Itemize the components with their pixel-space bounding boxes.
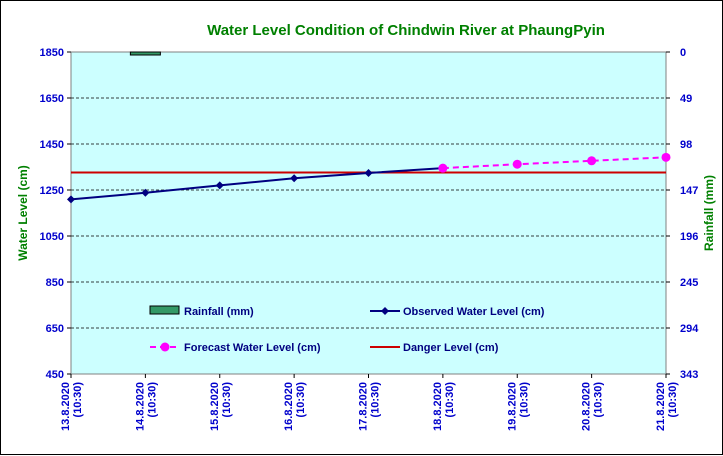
legend-marker-observed bbox=[381, 307, 389, 315]
legend: Rainfall (mm) Observed Water Level (cm) Fo… bbox=[149, 305, 545, 354]
y2-tick-label: 0 bbox=[680, 47, 686, 59]
y2-tick-label: 343 bbox=[680, 369, 698, 381]
x-tick-label: 18.8.2020(10:30) bbox=[432, 382, 456, 431]
observed-point bbox=[215, 181, 224, 190]
plot-area: 450 650 850 1050 1250 1450 1650 1850 0 49 98 147 196… bbox=[40, 47, 700, 431]
legend-label: Forecast Water Level (cm) bbox=[184, 342, 321, 354]
x-tick-label: 13.8.2020(10:30) bbox=[60, 382, 84, 431]
forecast-point bbox=[661, 152, 671, 162]
y-tick-label: 850 bbox=[46, 277, 64, 289]
forecast-point bbox=[512, 159, 522, 169]
legend-marker-forecast bbox=[160, 342, 170, 352]
rainfall-bar bbox=[129, 51, 161, 56]
y2-tick-label: 49 bbox=[680, 93, 692, 105]
y2-tick-label: 98 bbox=[680, 139, 692, 151]
y2-tick-label: 196 bbox=[680, 231, 698, 243]
forecast-point bbox=[438, 163, 448, 173]
x-tick-label: 16.8.2020(10:30) bbox=[283, 382, 307, 431]
x-tick-label: 15.8.2020(10:30) bbox=[209, 382, 233, 431]
y2-tick-label: 147 bbox=[680, 185, 698, 197]
y-tick-label: 1250 bbox=[40, 185, 64, 197]
x-tick-label: 21.8.2020(10:30) bbox=[655, 382, 679, 431]
x-tick-label: 20.8.2020(10:30) bbox=[581, 382, 605, 431]
legend-label: Danger Level (cm) bbox=[403, 342, 499, 354]
y-tick-label: 650 bbox=[46, 323, 64, 335]
y-tick-label: 450 bbox=[46, 369, 64, 381]
y2-tick-label: 294 bbox=[680, 323, 699, 335]
observed-point bbox=[364, 168, 373, 177]
legend-swatch-rainfall bbox=[149, 305, 180, 315]
y-tick-label: 1450 bbox=[40, 139, 64, 151]
y2-axis-title: Rainfall (mm) bbox=[702, 175, 716, 251]
y-axis-title: Water Level (cm) bbox=[16, 165, 30, 261]
x-tick-label: 19.8.2020(10:30) bbox=[506, 382, 530, 431]
x-tick-label: 17.8.2020(10:30) bbox=[358, 382, 382, 431]
y2-tick-label: 245 bbox=[680, 277, 698, 289]
observed-point bbox=[290, 174, 299, 183]
legend-label: Rainfall (mm) bbox=[184, 306, 254, 318]
forecast-point bbox=[587, 156, 597, 166]
legend-label: Observed Water Level (cm) bbox=[403, 306, 545, 318]
observed-point bbox=[67, 195, 75, 204]
y-tick-label: 1850 bbox=[40, 47, 64, 59]
observed-point bbox=[141, 188, 150, 197]
plot-background bbox=[70, 51, 667, 375]
y-tick-label: 1650 bbox=[40, 93, 64, 105]
chart-title: Water Level Condition of Chindwin River … bbox=[207, 22, 605, 39]
x-tick-label: 14.8.2020(10:30) bbox=[134, 382, 158, 431]
forecast-water-level-line bbox=[442, 156, 667, 170]
y-tick-label: 1050 bbox=[40, 231, 64, 243]
observed-water-level-line bbox=[70, 167, 443, 201]
